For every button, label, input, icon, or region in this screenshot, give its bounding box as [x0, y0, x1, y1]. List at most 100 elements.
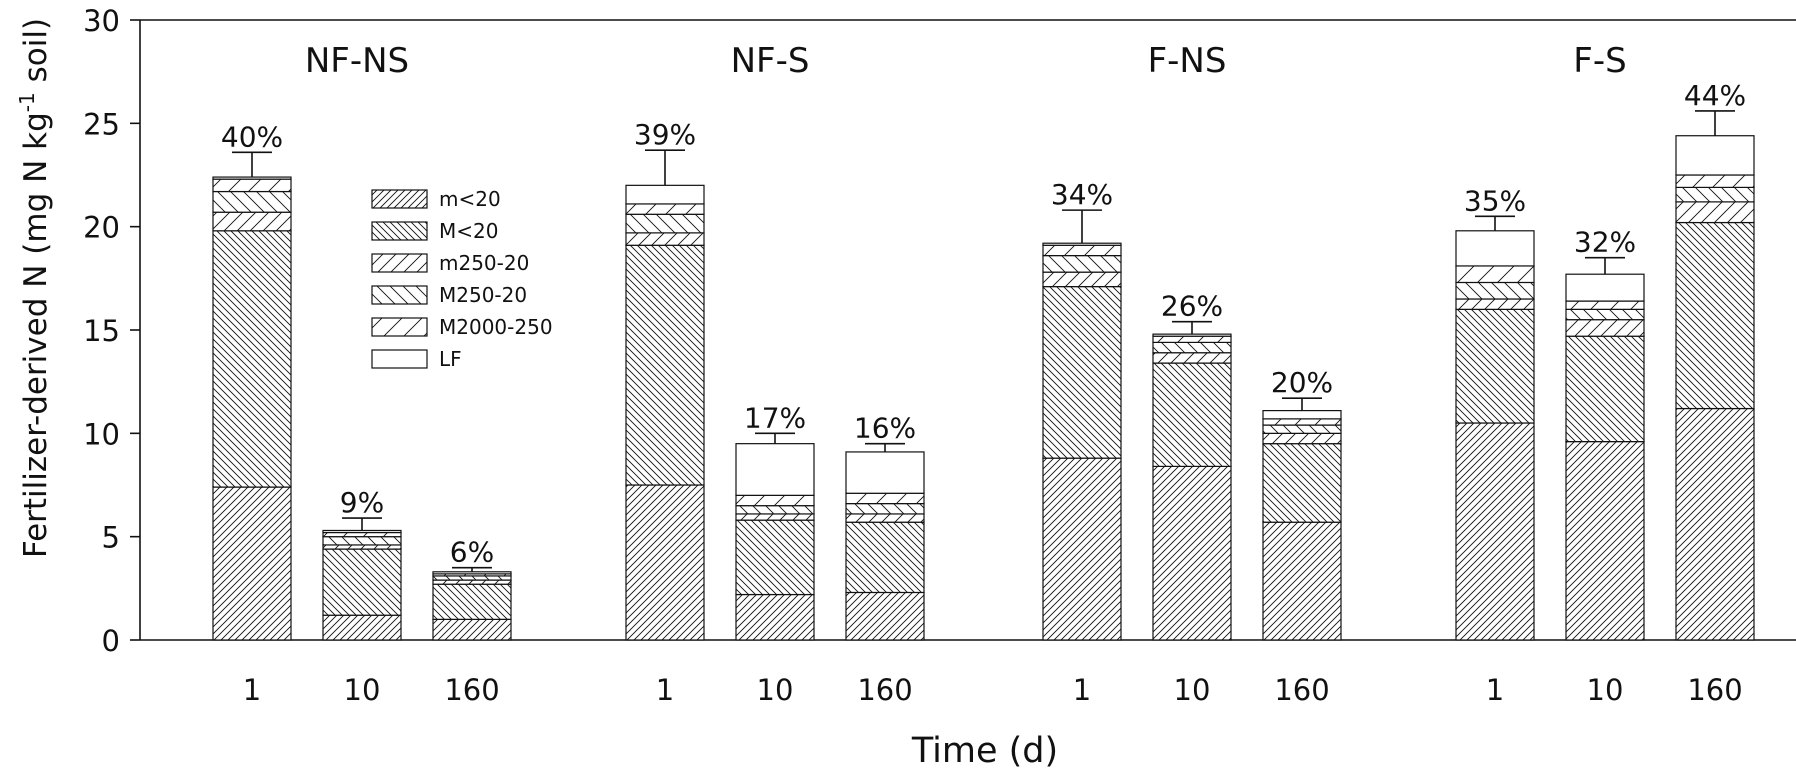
x-tick-label: 10 [1174, 673, 1211, 707]
legend-item: M250-20 [371, 283, 527, 307]
bar-segment-m<20 [735, 593, 815, 641]
bar-segment-M<20 [432, 583, 512, 620]
bar-segment-m250-20 [1042, 271, 1122, 288]
x-tick-label: 10 [344, 673, 381, 707]
bar-segment-LF [432, 571, 512, 575]
x-tick-label: 1 [1486, 673, 1504, 707]
x-axis-title: Time (d) [911, 731, 1058, 771]
stacked-bar [625, 184, 705, 641]
bar-segment-M<20 [735, 519, 815, 596]
annotations-layer: NF-NS 40% 1 9% 10 6% 160 NF-S 39% 1 17% 10 16% 160 F-N… [221, 41, 1746, 707]
x-tick-label: 1 [656, 673, 674, 707]
group-title: F-NS [1148, 41, 1227, 81]
bar-segment-LF [322, 529, 402, 534]
bar-segment-M2000-250 [625, 203, 705, 215]
bar-percent-label: 17% [744, 401, 806, 434]
bar-percent-label: 35% [1464, 184, 1526, 217]
bar-segment-m250-20 [735, 513, 815, 521]
bar-segment-M250-20 [322, 536, 402, 546]
bar-segment-M2000-250 [1152, 335, 1232, 344]
bar-segment-LF [212, 176, 292, 180]
bar-percent-label: 44% [1684, 79, 1746, 112]
bar-segment-M<20 [1455, 308, 1535, 424]
bar-segment-LF [1262, 410, 1342, 420]
legend-label: M2000-250 [439, 315, 553, 339]
legend-label: m<20 [439, 187, 501, 211]
stacked-bar [1675, 135, 1755, 641]
bar-segment-m<20 [1262, 521, 1342, 641]
bar-segment-M<20 [1262, 443, 1342, 523]
bar-percent-label: 26% [1161, 290, 1223, 323]
bar-segment-m250-20 [322, 544, 402, 550]
x-tick-label: 1 [243, 673, 261, 707]
bar-segment-m<20 [1152, 465, 1232, 641]
x-tick-label: 1 [1073, 673, 1091, 707]
group-title: NF-S [731, 41, 810, 81]
stacked-bar [1152, 333, 1232, 641]
bar-segment-LF [1042, 242, 1122, 246]
bar-segment-M<20 [1152, 362, 1232, 468]
bar-segment-m<20 [322, 614, 402, 641]
y-tick-label: 25 [83, 107, 120, 141]
bar-segment-M250-20 [1042, 255, 1122, 273]
bar-segment-M2000-250 [322, 531, 402, 538]
bar-percent-label: 32% [1574, 226, 1636, 259]
axes: 0 5 10 15 20 25 30 [83, 4, 1796, 658]
x-tick-label: 10 [1587, 673, 1624, 707]
stacked-bar [1565, 273, 1645, 641]
y-tick-label: 0 [102, 624, 120, 658]
x-tick-label: 10 [757, 673, 794, 707]
y-tick-label: 5 [102, 521, 120, 555]
bar-segment-M250-20 [845, 503, 925, 515]
bar-segment-m250-20 [432, 579, 512, 585]
bar-segment-M250-20 [735, 505, 815, 515]
group-title: F-S [1573, 41, 1626, 81]
bar-segment-m<20 [1455, 422, 1535, 641]
bar-segment-M250-20 [212, 190, 292, 213]
y-axis-title-main: Fertilizer-derived N (mg N kg [18, 112, 54, 558]
legend-swatch [371, 349, 428, 369]
bar-segment-m250-20 [212, 211, 292, 232]
bar-segment-m<20 [625, 484, 705, 641]
group-title: NF-NS [305, 41, 409, 81]
bar-segment-M<20 [625, 244, 705, 486]
legend-item: m250-20 [371, 251, 529, 275]
bar-percent-label: 6% [450, 536, 494, 569]
stacked-bar [432, 571, 512, 641]
bar-segment-M250-20 [1455, 281, 1535, 300]
stacked-bar [322, 529, 402, 641]
bar-segment-M2000-250 [212, 178, 292, 193]
legend-item: m<20 [371, 187, 501, 211]
x-tick-label: 160 [1687, 673, 1742, 707]
bar-segment-LF [1455, 230, 1535, 267]
bar-segment-M<20 [322, 548, 402, 616]
bar-segment-LF [625, 184, 705, 205]
stacked-bar [212, 176, 292, 641]
legend-label: M<20 [439, 219, 498, 243]
bar-segment-m250-20 [1152, 352, 1232, 364]
y-tick-label: 30 [83, 4, 120, 38]
bar-percent-label: 34% [1051, 178, 1113, 211]
legend-label: m250-20 [439, 251, 529, 275]
bar-segment-M<20 [1042, 286, 1122, 459]
legend-swatch [371, 253, 428, 273]
bar-segment-M250-20 [432, 575, 512, 581]
bar-segment-M2000-250 [1262, 418, 1342, 426]
y-tick-label: 20 [83, 211, 120, 245]
bar-segment-m250-20 [1455, 298, 1535, 310]
bar-segment-LF [1152, 333, 1232, 337]
bar-segment-M2000-250 [735, 494, 815, 507]
legend-swatch [371, 221, 428, 241]
bar-segment-M250-20 [1675, 186, 1755, 203]
bar-percent-label: 20% [1271, 366, 1333, 399]
legend-item: LF [371, 347, 462, 371]
bar-segment-M2000-250 [1565, 300, 1645, 310]
bar-segment-M250-20 [1565, 308, 1645, 321]
bar-segment-LF [845, 451, 925, 494]
y-axis-title-superscript: -1 [15, 92, 39, 112]
bar-segment-m<20 [1042, 457, 1122, 641]
bar-segment-m250-20 [1675, 201, 1755, 224]
bar-segment-M<20 [1675, 221, 1755, 410]
